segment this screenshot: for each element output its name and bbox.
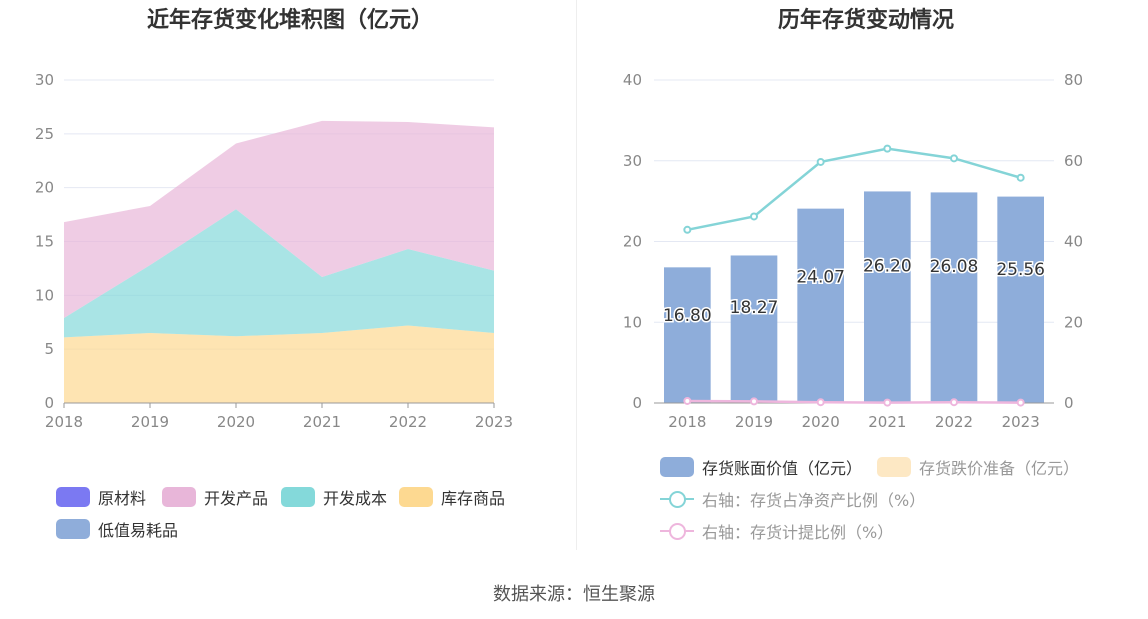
bar — [997, 196, 1044, 403]
line-point — [816, 157, 825, 166]
area-series — [64, 209, 494, 338]
y-tick-label: 10 — [623, 313, 642, 331]
bar — [864, 191, 911, 403]
y-tick-label: 30 — [623, 152, 642, 170]
area-series — [64, 120, 494, 318]
y-tick-label: 5 — [44, 340, 54, 358]
line-point — [750, 397, 758, 406]
right-bar-line-chart: 0 10 20 30 40 0 20 40 60 80 2018 2019 2020 2021 2022 20… — [623, 71, 1083, 431]
x-tick-label: 2023 — [1002, 413, 1040, 431]
legend-label: 低值易耗品 — [98, 521, 179, 540]
bar-data-label: 26.08 — [930, 257, 979, 277]
panel-divider — [576, 0, 577, 550]
left-stacked-area-chart: 0 5 10 15 20 25 30 2018 2019 2020 2021 2022 2023 — [35, 71, 513, 431]
line-point — [816, 398, 825, 407]
y-tick-label: 20 — [623, 233, 642, 251]
x-tick-label: 2018 — [668, 413, 706, 431]
y2-tick-label: 0 — [1064, 394, 1074, 412]
y-tick-label: 0 — [44, 394, 54, 412]
y-tick-label: 15 — [35, 233, 54, 251]
x-tick-label: 2020 — [217, 413, 255, 431]
line-point — [883, 144, 892, 153]
legend-item[interactable]: 右轴：存货占净资产比例（%） — [660, 487, 925, 511]
legend-swatch — [399, 487, 433, 507]
legend-line-swatch — [660, 521, 694, 541]
legend-swatch — [877, 457, 911, 477]
legend-swatch — [281, 487, 315, 507]
x-tick-label: 2019 — [735, 413, 773, 431]
line-series — [687, 147, 1022, 232]
legend-item[interactable]: 原材料 — [56, 485, 146, 509]
line-point — [1016, 398, 1025, 407]
area-series — [64, 325, 494, 403]
x-tick-label: 2022 — [935, 413, 973, 431]
line-point — [1016, 173, 1025, 182]
x-tick-label: 2021 — [303, 413, 341, 431]
x-tick-label: 2022 — [389, 413, 427, 431]
bar-data-label: 16.80 — [663, 306, 712, 326]
x-tick-label: 2020 — [802, 413, 840, 431]
y-tick-label: 20 — [35, 179, 54, 197]
y-tick-label: 10 — [35, 286, 54, 304]
legend-label: 右轴：存货计提比例（%） — [702, 523, 894, 542]
left-chart-title: 近年存货变化堆积图（亿元） — [146, 8, 433, 33]
x-tick-label: 2018 — [45, 413, 83, 431]
legend-label: 存货跌价准备（亿元） — [919, 459, 1080, 478]
y-tick-label: 25 — [35, 125, 54, 143]
legend-item[interactable]: 右轴：存货计提比例（%） — [660, 519, 893, 543]
legend-swatch — [56, 487, 90, 507]
legend-item[interactable]: 开发成本 — [281, 485, 387, 509]
x-tick-label: 2021 — [868, 413, 906, 431]
legend-swatch — [162, 487, 196, 507]
x-tick-label: 2023 — [475, 413, 513, 431]
bar — [664, 267, 711, 403]
legend-item[interactable]: 低值易耗品 — [56, 517, 178, 541]
legend-item[interactable]: 存货账面价值（亿元） — [660, 455, 862, 479]
y2-tick-label: 40 — [1064, 233, 1083, 251]
legend-label: 原材料 — [98, 489, 147, 508]
bar-data-label: 24.07 — [796, 268, 845, 288]
legend-label: 开发产品 — [204, 489, 269, 508]
y2-tick-label: 60 — [1064, 152, 1083, 170]
bar — [930, 192, 978, 403]
line-point — [883, 398, 892, 407]
legend-item[interactable]: 存货跌价准备（亿元） — [877, 455, 1079, 479]
line-point — [950, 154, 958, 163]
line-series — [687, 399, 1021, 404]
bar-data-label: 25.56 — [996, 260, 1045, 280]
legend-label: 开发成本 — [323, 489, 388, 508]
line-point — [950, 398, 958, 407]
legend-line-swatch — [660, 489, 694, 509]
bar — [797, 208, 844, 403]
legend-swatch — [56, 519, 90, 539]
legend-label: 存货账面价值（亿元） — [702, 459, 863, 478]
bar — [730, 255, 778, 403]
x-tick-label: 2019 — [131, 413, 169, 431]
legend-label: 库存商品 — [441, 489, 506, 508]
line-point — [750, 212, 758, 221]
y-tick-label: 30 — [35, 71, 54, 89]
bar-data-label: 18.27 — [730, 298, 779, 318]
bar-data-label: 26.20 — [863, 256, 912, 276]
data-source-note: 数据来源：恒生聚源 — [493, 584, 655, 605]
line-point — [683, 396, 692, 405]
y-tick-label: 40 — [623, 71, 642, 89]
right-chart-title: 历年存货变动情况 — [777, 8, 954, 33]
line-point — [683, 225, 692, 234]
y-tick-label: 0 — [632, 394, 642, 412]
legend-item[interactable]: 开发产品 — [162, 485, 268, 509]
y2-tick-label: 20 — [1064, 313, 1083, 331]
y2-tick-label: 80 — [1064, 71, 1083, 89]
legend-swatch — [660, 457, 694, 477]
legend-label: 右轴：存货占净资产比例（%） — [702, 491, 926, 510]
legend-item[interactable]: 库存商品 — [399, 485, 505, 509]
